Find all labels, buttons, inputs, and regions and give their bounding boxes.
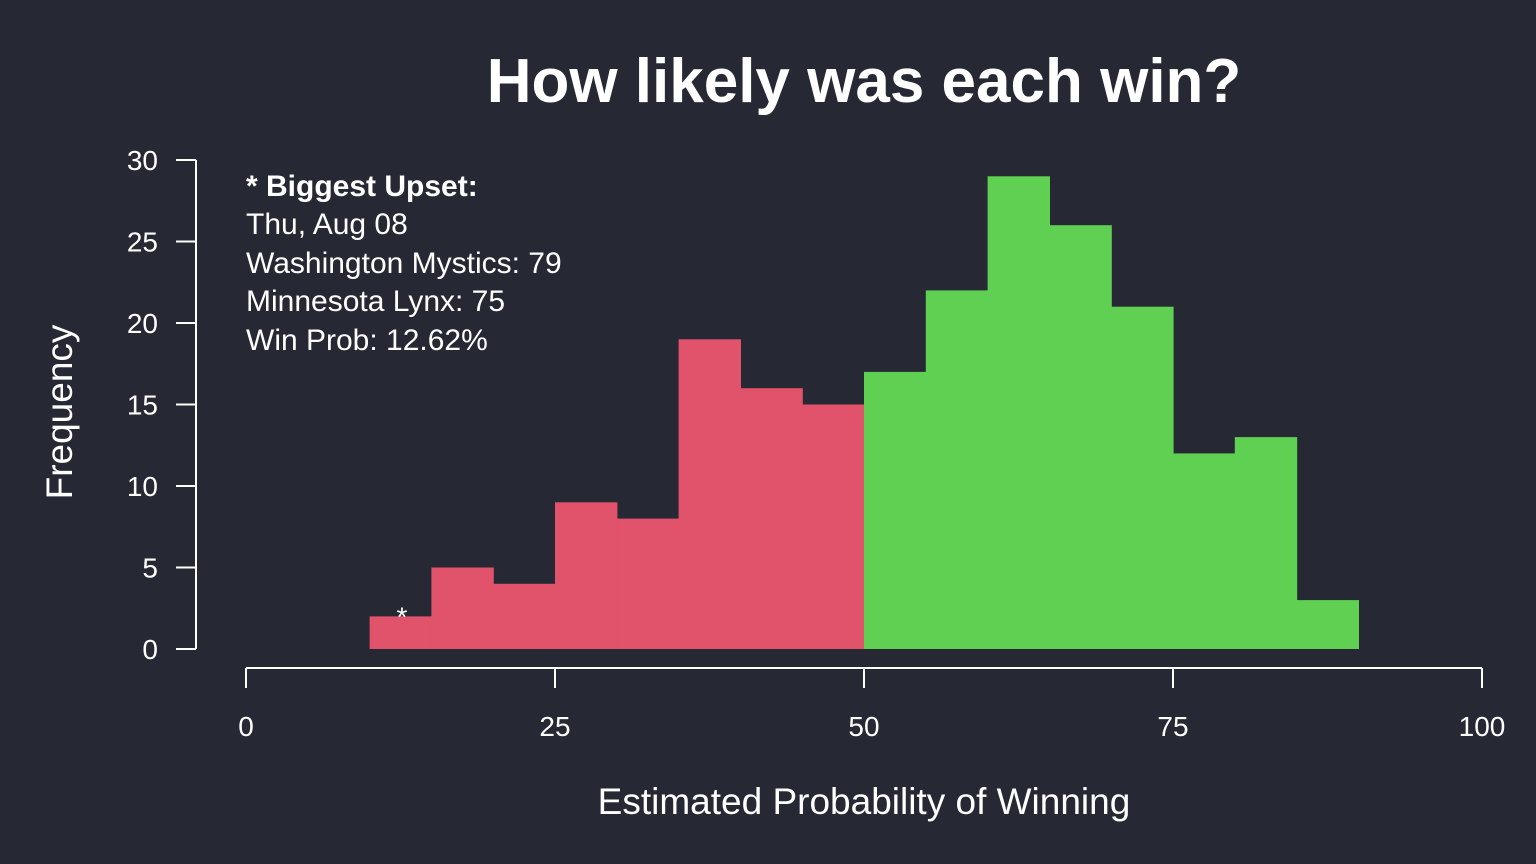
histogram-bar-15 <box>1296 600 1359 649</box>
histogram-bar-12 <box>1111 306 1174 649</box>
x-tick-label-3: 75 <box>1157 711 1188 742</box>
annotation-date: Thu, Aug 08 <box>246 208 408 241</box>
y-tick-label-2: 10 <box>127 471 158 502</box>
x-tick-label-0: 0 <box>238 711 254 742</box>
histogram-bar-7 <box>802 404 865 649</box>
histogram-bar-1 <box>431 567 494 649</box>
y-tick-label-1: 5 <box>142 553 158 584</box>
y-axis: 0 5 10 15 20 25 30 <box>127 145 197 665</box>
histogram-bars <box>369 176 1359 650</box>
y-tick-label-3: 15 <box>127 390 158 421</box>
chart-title: How likely was each win? <box>487 47 1242 116</box>
annotation-heading: * Biggest Upset: <box>246 170 478 203</box>
histogram-bar-3 <box>555 502 618 649</box>
y-tick-label-6: 30 <box>127 145 158 176</box>
x-axis-label: Estimated Probability of Winning <box>598 781 1131 822</box>
histogram-bar-5 <box>678 339 741 649</box>
histogram-bar-0 <box>369 616 432 649</box>
histogram-bar-10 <box>987 176 1050 650</box>
histogram-bar-14 <box>1234 437 1298 649</box>
y-tick-label-0: 0 <box>142 634 158 665</box>
upset-marker: * <box>397 601 408 632</box>
x-tick-label-4: 100 <box>1459 711 1506 742</box>
x-axis: 0 25 50 75 100 <box>238 667 1506 742</box>
histogram-bar-11 <box>1049 225 1112 649</box>
histogram-bar-4 <box>616 518 680 649</box>
y-tick-label-4: 20 <box>127 308 158 339</box>
histogram-bar-2 <box>493 583 556 649</box>
y-axis-label: Frequency <box>39 324 80 499</box>
biggest-upset-annotation: * Biggest Upset: Thu, Aug 08 Washington … <box>246 170 562 357</box>
annotation-win-prob: Win Prob: 12.62% <box>246 324 488 357</box>
histogram-bar-9 <box>925 290 989 649</box>
x-tick-label-2: 50 <box>848 711 879 742</box>
histogram-bar-8 <box>864 371 927 649</box>
histogram-bar-6 <box>740 388 803 649</box>
x-tick-label-1: 25 <box>539 711 570 742</box>
annotation-team-1: Washington Mystics: 79 <box>246 247 562 280</box>
y-tick-label-5: 25 <box>127 227 158 258</box>
histogram-bar-13 <box>1173 453 1236 649</box>
annotation-team-2: Minnesota Lynx: 75 <box>246 285 505 318</box>
